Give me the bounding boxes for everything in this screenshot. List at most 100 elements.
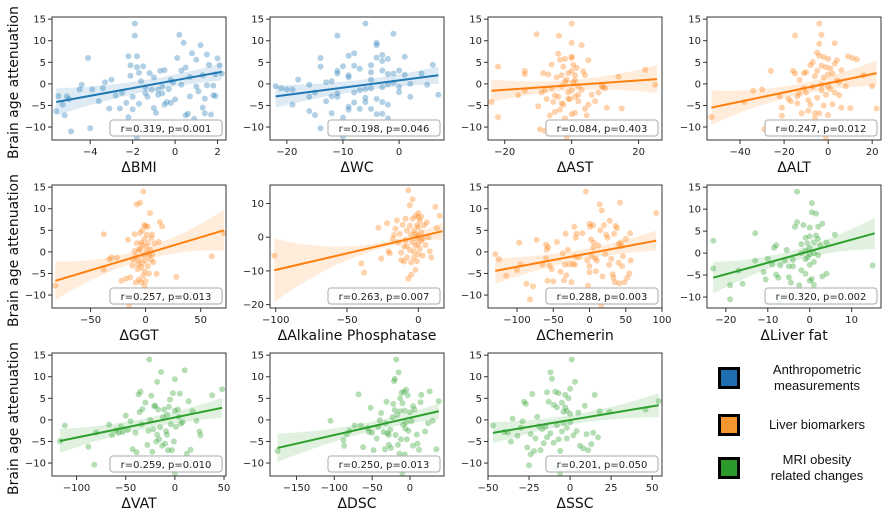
data-point: [398, 249, 405, 256]
stat-box: [109, 455, 223, 473]
data-point: [159, 83, 166, 90]
x-axis-label: ΔWC: [340, 160, 373, 176]
data-point: [572, 109, 578, 116]
data-point: [161, 67, 168, 74]
data-point: [591, 391, 598, 398]
data-point: [617, 199, 623, 206]
data-point: [869, 83, 876, 90]
data-point: [541, 87, 548, 94]
data-point: [597, 227, 604, 234]
data-point: [150, 74, 157, 81]
data-point: [413, 258, 420, 265]
confidence-band: [277, 403, 439, 463]
y-axis-label: Brain age attenuation: [6, 174, 22, 327]
x-tick-label: 0: [807, 315, 813, 326]
y-tick-label: 5: [258, 58, 264, 69]
data-point: [655, 398, 662, 405]
x-tick-label: 20: [632, 147, 645, 158]
data-point: [544, 277, 551, 284]
legend-swatch-blue: [718, 367, 740, 389]
data-point: [590, 244, 597, 251]
data-point: [560, 101, 567, 108]
data-point: [802, 256, 809, 263]
data-point: [532, 435, 539, 442]
data-point: [133, 64, 140, 71]
data-point: [212, 93, 219, 99]
data-point: [59, 101, 66, 108]
data-point: [563, 424, 570, 431]
stat-label: r=0.319, p=0.001: [121, 124, 212, 135]
data-point: [403, 436, 410, 443]
data-point: [412, 242, 419, 249]
data-point: [540, 440, 547, 447]
data-point: [158, 369, 165, 375]
x-tick-label: 0: [142, 315, 148, 326]
data-point: [131, 20, 138, 27]
data-point: [551, 108, 558, 115]
data-point: [576, 442, 583, 449]
y-tick-label: −5: [249, 437, 264, 448]
data-point: [602, 251, 609, 258]
data-point: [820, 74, 827, 81]
data-point: [564, 246, 571, 253]
data-point: [397, 395, 404, 402]
data-point: [167, 421, 174, 428]
y-tick-label: −5: [467, 101, 482, 112]
data-point: [806, 233, 813, 240]
data-point: [391, 231, 398, 238]
data-point: [127, 418, 134, 425]
y-tick-label: −10: [680, 293, 701, 304]
data-point: [76, 86, 83, 93]
data-point: [148, 392, 155, 399]
y-tick-label: −5: [31, 269, 46, 280]
y-tick-label: 10: [688, 205, 701, 216]
y-tick-label: 5: [40, 226, 46, 237]
data-point: [543, 96, 550, 102]
data-point: [323, 79, 330, 86]
data-point: [351, 62, 358, 69]
data-point: [794, 100, 801, 107]
data-point: [596, 408, 603, 415]
data-point: [61, 422, 68, 429]
stat-label: r=0.288, p=0.003: [557, 292, 648, 303]
data-point: [102, 79, 108, 86]
y-tick-label: 10: [469, 372, 482, 383]
x-axis-label: ΔLiver fat: [760, 328, 828, 344]
data-point: [370, 447, 377, 454]
data-point: [603, 104, 610, 111]
data-point: [773, 242, 780, 249]
data-point: [154, 378, 161, 385]
data-point: [789, 67, 796, 74]
y-tick-label: 10: [33, 36, 46, 47]
data-point: [143, 231, 150, 238]
plot-area: [710, 188, 876, 305]
data-point: [583, 431, 590, 438]
data-point: [379, 84, 386, 91]
x-tick-label: 2: [214, 147, 220, 158]
x-axis-label: ΔSSC: [556, 496, 593, 512]
data-point: [406, 247, 413, 253]
data-point: [811, 110, 818, 117]
data-point: [144, 93, 151, 100]
data-point: [587, 223, 594, 230]
data-point: [804, 240, 811, 247]
data-point: [558, 428, 565, 435]
data-point: [368, 69, 374, 76]
data-point: [379, 99, 386, 105]
data-point: [68, 128, 75, 135]
data-point: [63, 93, 70, 100]
data-point: [165, 86, 172, 93]
data-point: [142, 278, 149, 285]
data-point: [392, 225, 399, 232]
x-tick-label: 50: [619, 315, 632, 326]
data-point: [289, 101, 296, 108]
data-point: [773, 271, 780, 278]
data-point: [172, 96, 179, 103]
data-point: [413, 222, 420, 229]
data-point: [419, 235, 426, 242]
data-point: [416, 446, 422, 453]
data-point: [373, 39, 380, 46]
regression-line: [491, 78, 658, 92]
data-point: [573, 230, 580, 237]
data-point: [764, 255, 771, 262]
